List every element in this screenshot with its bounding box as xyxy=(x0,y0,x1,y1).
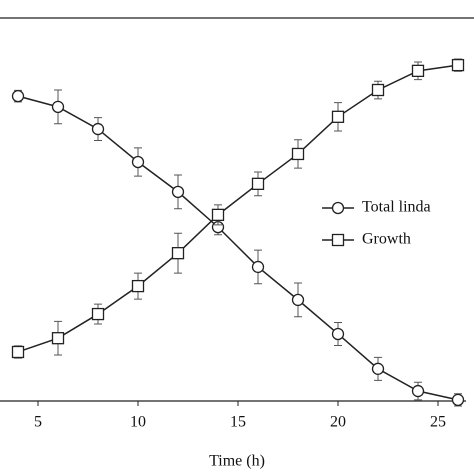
data-point xyxy=(251,177,265,190)
data-point xyxy=(11,89,25,103)
series-line xyxy=(17,95,459,401)
data-point xyxy=(51,332,65,345)
data-point xyxy=(291,293,305,307)
legend-marker xyxy=(331,233,345,247)
legend-marker xyxy=(331,201,345,215)
data-point xyxy=(211,208,225,222)
data-point xyxy=(331,110,345,123)
data-point xyxy=(451,393,465,407)
data-point xyxy=(131,279,145,293)
series-line xyxy=(17,64,459,353)
data-point xyxy=(91,307,105,321)
data-point xyxy=(331,327,345,341)
data-point xyxy=(371,362,385,375)
data-point xyxy=(291,147,305,161)
data-point xyxy=(171,185,185,199)
legend-label: Growth xyxy=(362,231,411,248)
x-tick-label: 15 xyxy=(230,414,246,431)
x-tick-label: 25 xyxy=(430,414,446,431)
data-point xyxy=(171,247,185,260)
data-point xyxy=(131,155,145,169)
data-point xyxy=(411,64,425,78)
data-point xyxy=(91,122,105,136)
x-tick-label: 20 xyxy=(330,414,346,431)
data-point xyxy=(11,345,25,359)
x-tick-label: 5 xyxy=(34,414,42,431)
data-point xyxy=(451,58,465,72)
data-point xyxy=(411,384,425,398)
data-point xyxy=(251,260,265,274)
x-axis-label: Time (h) xyxy=(209,453,265,470)
data-point xyxy=(371,83,385,97)
legend-label: Total linda xyxy=(362,199,431,216)
data-point xyxy=(51,100,65,114)
x-tick-label: 10 xyxy=(130,414,146,431)
